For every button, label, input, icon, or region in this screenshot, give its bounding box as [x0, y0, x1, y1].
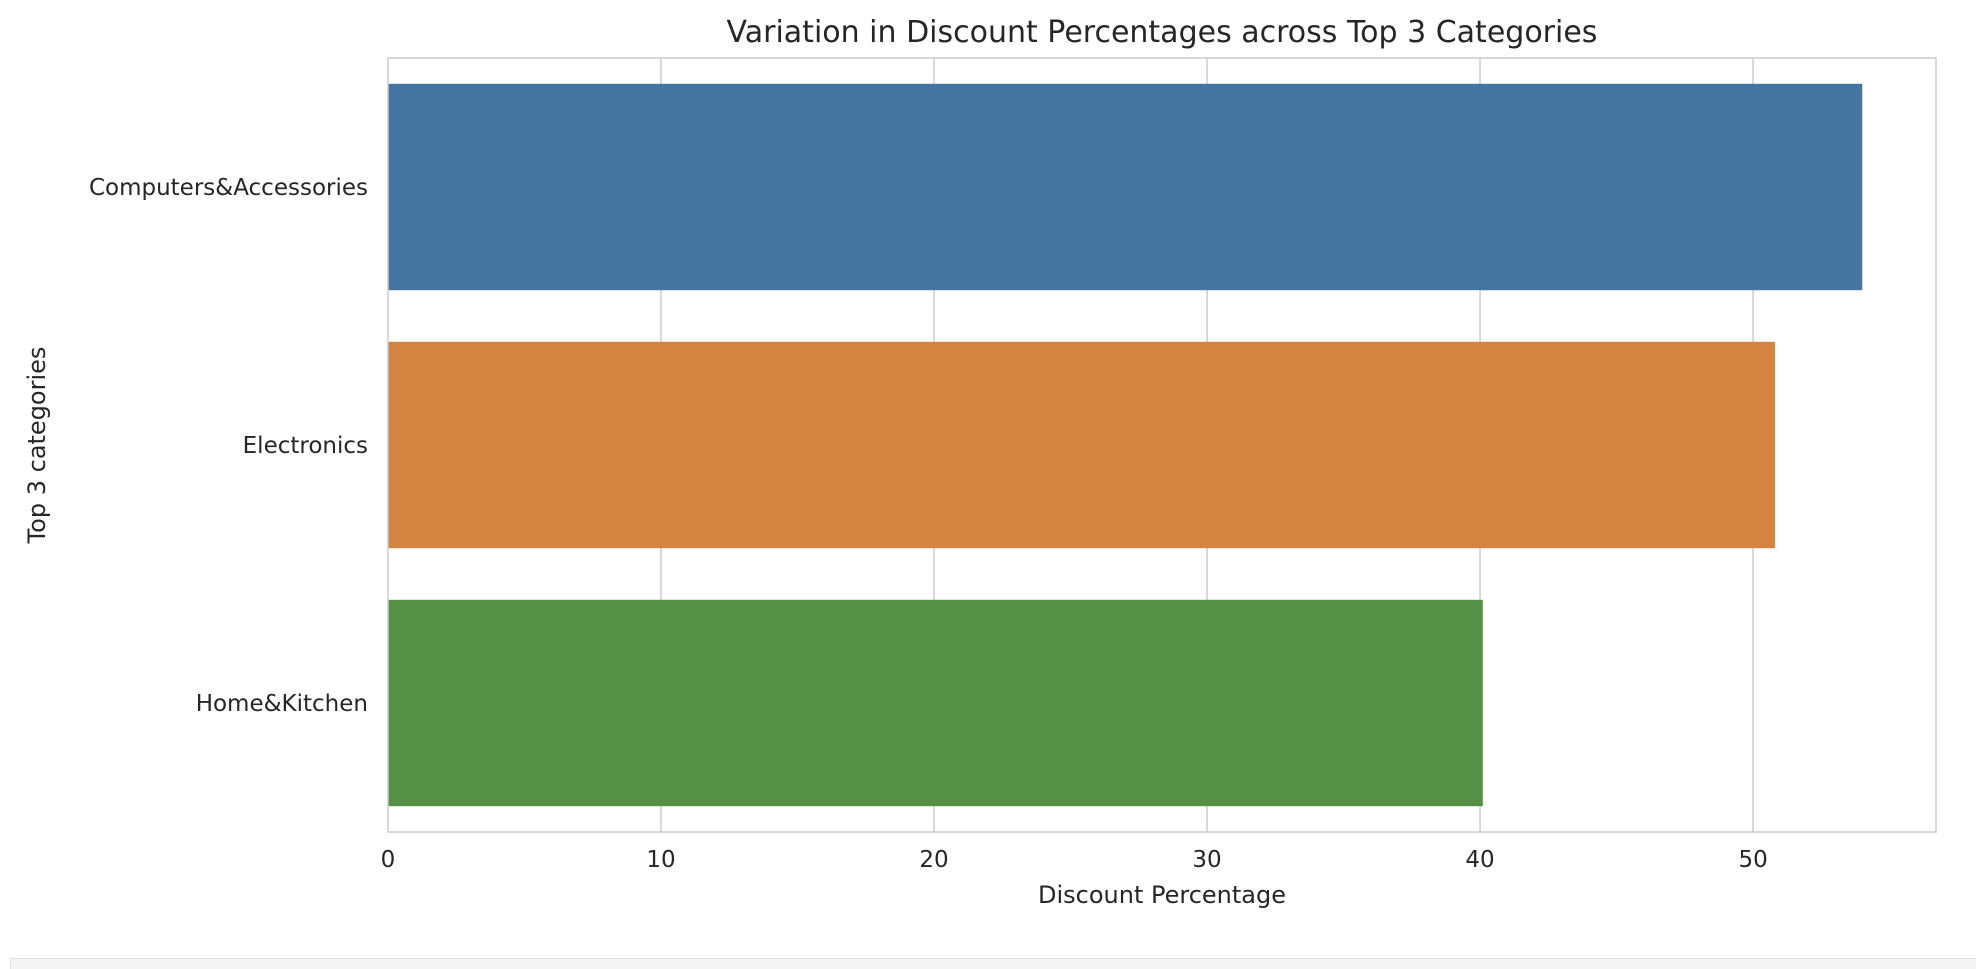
y-tick-label: Home&Kitchen [196, 691, 368, 717]
x-tick-labels: 0 10 20 30 40 50 [381, 847, 1768, 873]
bar [388, 599, 1483, 807]
x-tick-label: 0 [381, 847, 396, 873]
x-tick-label: 50 [1738, 847, 1767, 873]
x-tick-label: 30 [1192, 847, 1221, 873]
y-axis-label: Top 3 categories [23, 347, 51, 545]
bar [388, 341, 1775, 549]
y-tick-labels: Computers&Accessories Electronics Home&Kit… [89, 175, 368, 717]
x-tick-label: 10 [646, 847, 675, 873]
bars [388, 83, 1863, 807]
x-axis-label: Discount Percentage [1038, 881, 1286, 909]
chart-title: Variation in Discount Percentages across… [727, 15, 1598, 50]
y-tick-label: Electronics [243, 433, 368, 459]
x-tick-label: 40 [1465, 847, 1494, 873]
output-area-strip [10, 958, 1976, 969]
y-tick-label: Computers&Accessories [89, 175, 368, 201]
bar [388, 83, 1863, 291]
bar-chart: Variation in Discount Percentages across… [23, 15, 1937, 909]
plot-area-frame [387, 57, 1937, 833]
x-tick-label: 20 [919, 847, 948, 873]
